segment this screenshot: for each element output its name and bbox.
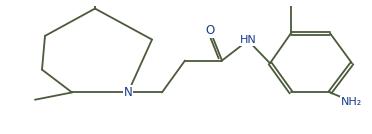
Text: HN: HN [240,36,256,45]
Text: N: N [124,86,132,99]
Text: O: O [205,24,215,37]
Text: NH₂: NH₂ [341,96,363,107]
